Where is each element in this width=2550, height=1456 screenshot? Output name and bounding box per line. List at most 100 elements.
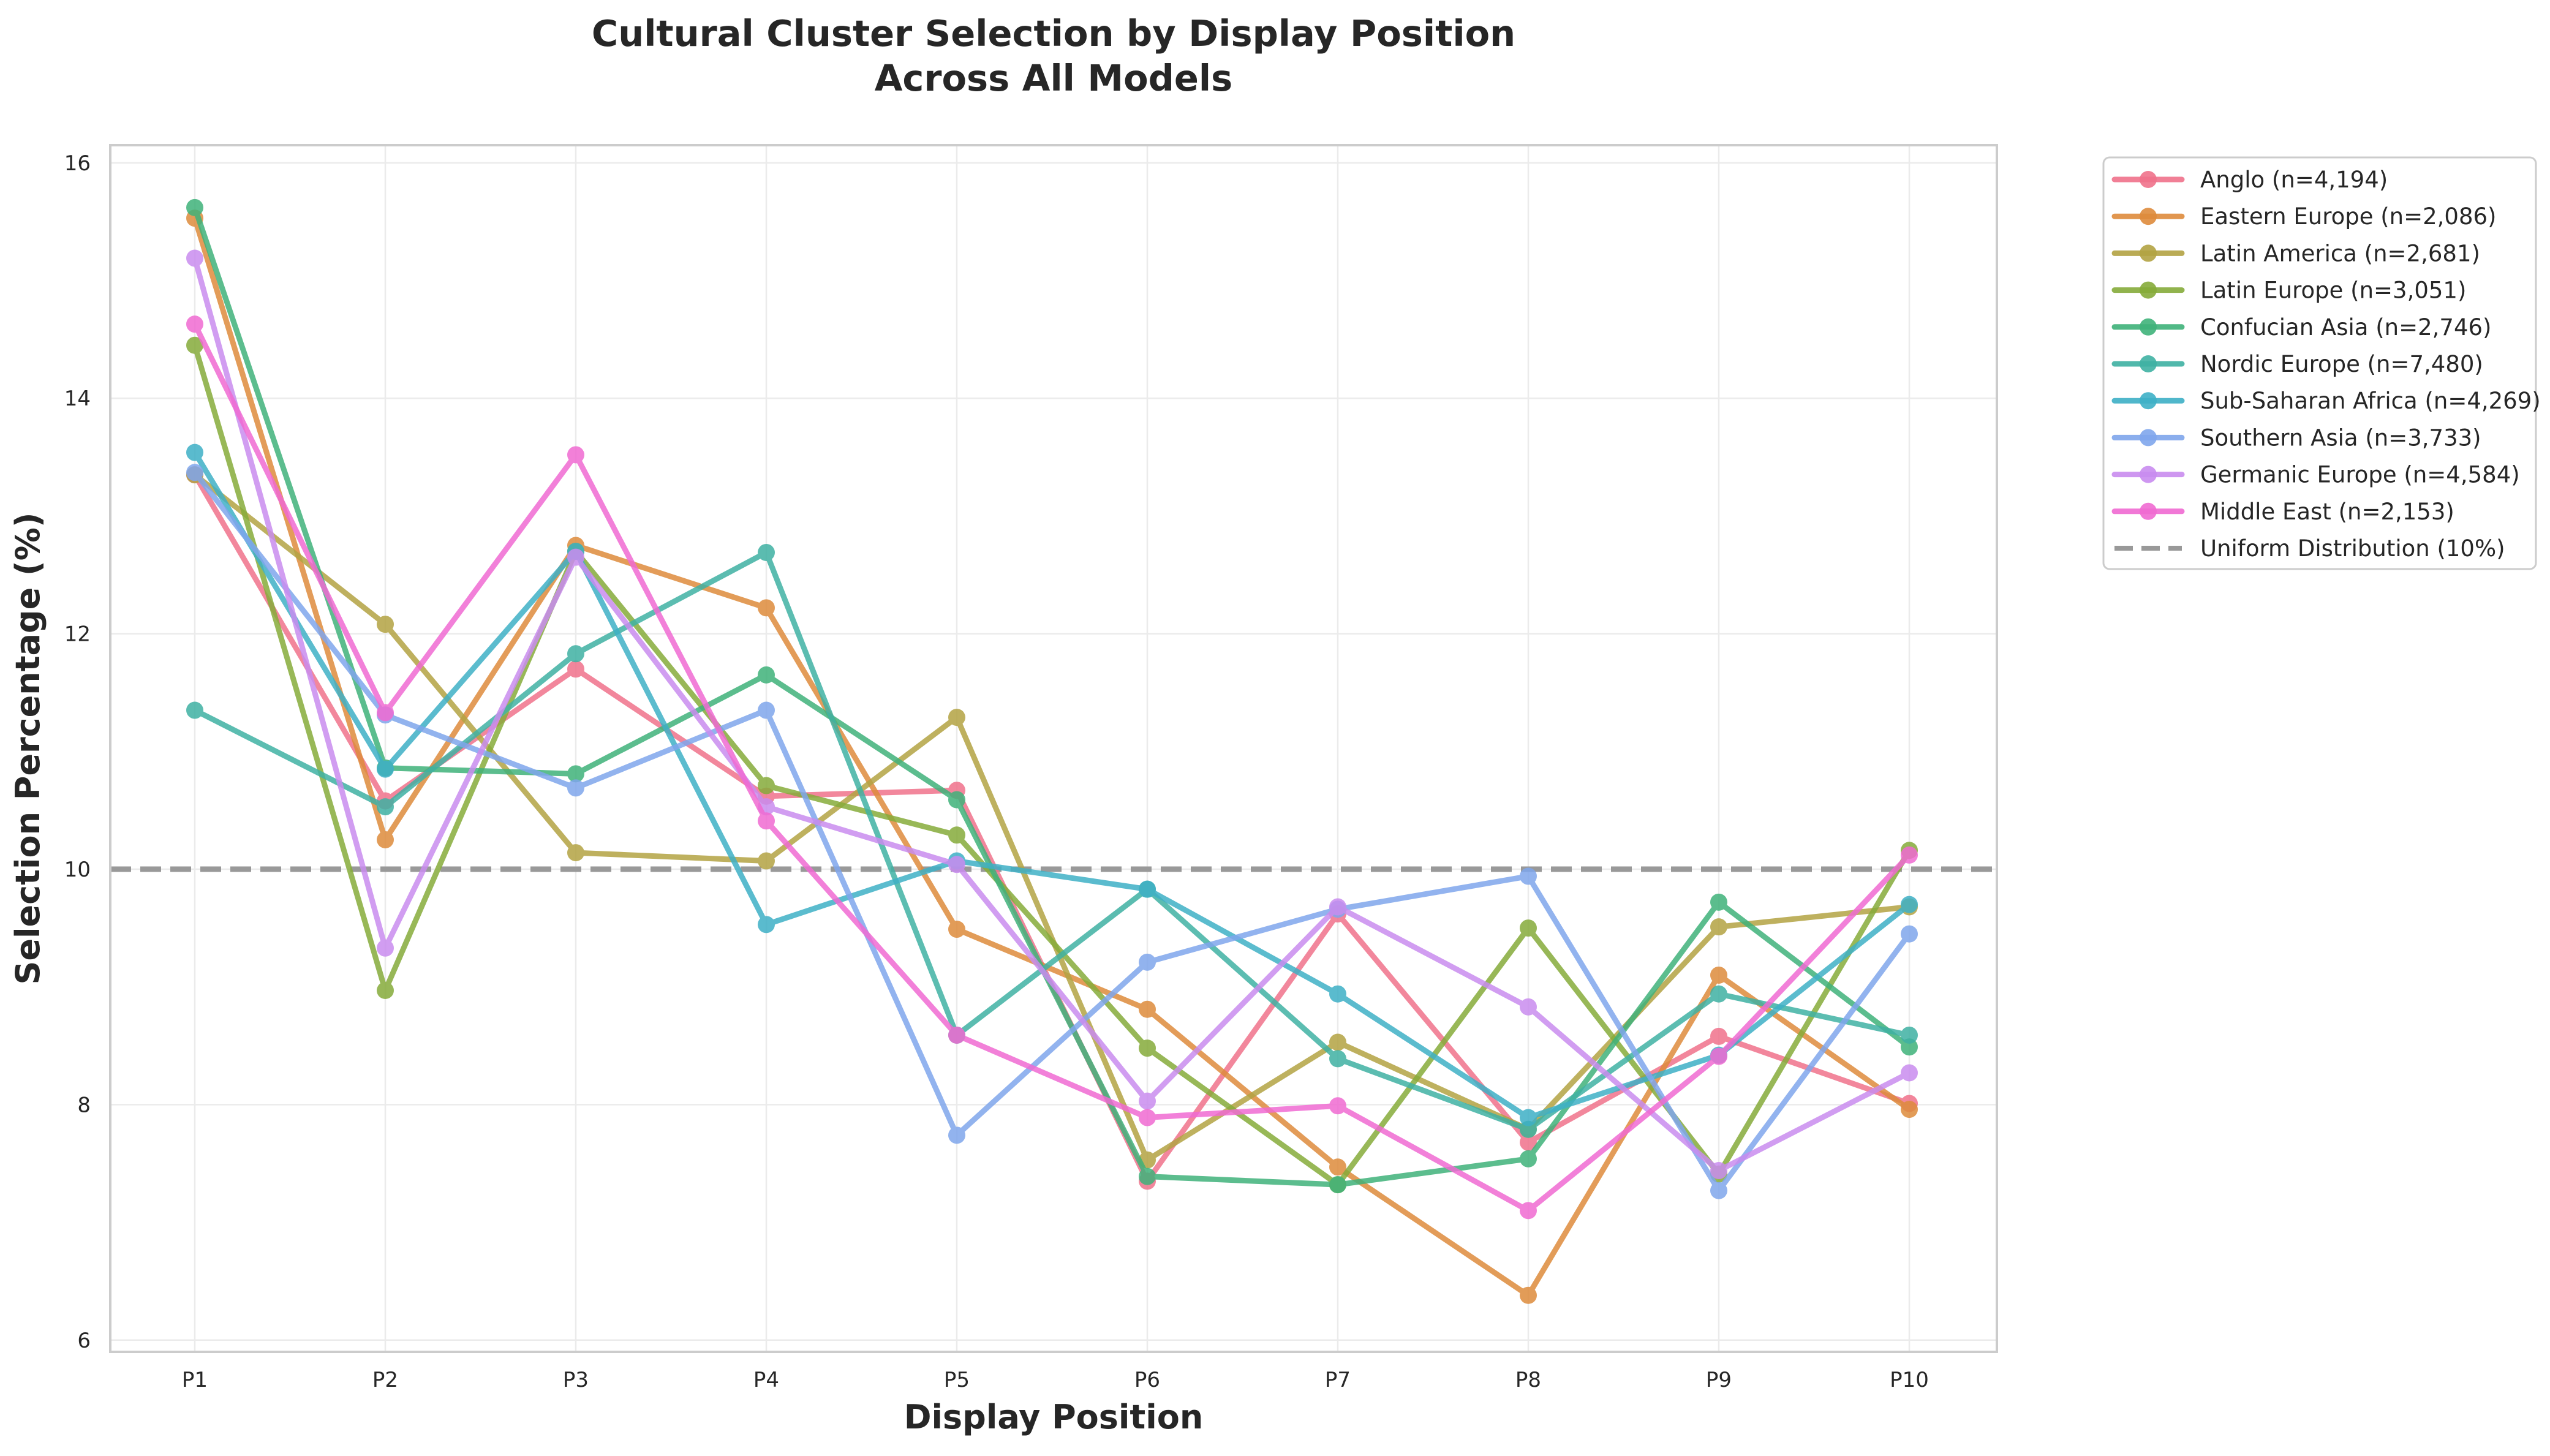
data-point-7-P10 bbox=[1901, 925, 1918, 943]
chart-title-line-1: Cultural Cluster Selection by Display Po… bbox=[592, 12, 1515, 55]
x-tick-label-P1: P1 bbox=[182, 1368, 208, 1392]
data-point-1-P5 bbox=[948, 921, 965, 938]
data-point-5-P2 bbox=[377, 798, 394, 816]
data-point-7-P1 bbox=[186, 464, 203, 481]
legend-label-10: Uniform Distribution (10%) bbox=[2200, 535, 2505, 562]
legend-entry-8: Germanic Europe (n=4,584) bbox=[2111, 462, 2520, 488]
x-tick-label-P9: P9 bbox=[1706, 1368, 1732, 1392]
data-point-9-P8 bbox=[1520, 1202, 1537, 1220]
series-line-5 bbox=[192, 549, 1912, 1133]
data-point-1-P2 bbox=[377, 831, 394, 848]
data-point-5-P10 bbox=[1901, 1026, 1918, 1044]
data-point-1-P4 bbox=[758, 599, 775, 617]
legend-entry-4: Confucian Asia (n=2,746) bbox=[2111, 314, 2491, 341]
legend-label-0: Anglo (n=4,194) bbox=[2200, 167, 2388, 193]
legend-marker-0 bbox=[2140, 171, 2157, 188]
x-tick-label-P4: P4 bbox=[753, 1368, 779, 1392]
data-point-4-P4 bbox=[758, 666, 775, 684]
legend-entry-5: Nordic Europe (n=7,480) bbox=[2111, 351, 2483, 377]
data-point-2-P2 bbox=[377, 616, 394, 633]
data-point-9-P5 bbox=[948, 1026, 965, 1044]
legend-label-8: Germanic Europe (n=4,584) bbox=[2200, 462, 2520, 488]
legend-entry-1: Eastern Europe (n=2,086) bbox=[2111, 203, 2497, 230]
data-point-3-P8 bbox=[1520, 919, 1537, 937]
data-point-0-P9 bbox=[1710, 1027, 1727, 1045]
data-point-4-P8 bbox=[1520, 1150, 1537, 1167]
data-point-9-P6 bbox=[1139, 1109, 1156, 1126]
data-point-4-P6 bbox=[1139, 1167, 1156, 1185]
legend-label-1: Eastern Europe (n=2,086) bbox=[2200, 203, 2497, 230]
data-point-5-P3 bbox=[567, 645, 584, 663]
data-point-4-P1 bbox=[186, 198, 203, 216]
legend-label-2: Latin America (n=2,681) bbox=[2200, 240, 2480, 266]
data-point-8-P10 bbox=[1901, 1064, 1918, 1082]
data-point-2-P7 bbox=[1329, 1033, 1346, 1051]
y-tick-label-8: 8 bbox=[77, 1093, 91, 1117]
data-point-3-P1 bbox=[186, 336, 203, 354]
legend-marker-3 bbox=[2140, 281, 2157, 299]
legend-label-4: Confucian Asia (n=2,746) bbox=[2200, 314, 2491, 341]
legend-label-5: Nordic Europe (n=7,480) bbox=[2200, 351, 2483, 377]
data-point-5-P4 bbox=[758, 543, 775, 561]
data-point-4-P10 bbox=[1901, 1038, 1918, 1056]
data-point-7-P5 bbox=[948, 1126, 965, 1144]
data-point-0-P3 bbox=[567, 660, 584, 678]
data-point-7-P9 bbox=[1710, 1182, 1727, 1199]
data-point-6-P8 bbox=[1520, 1109, 1537, 1126]
data-point-8-P3 bbox=[567, 548, 584, 566]
data-point-9-P9 bbox=[1710, 1047, 1727, 1065]
legend-marker-1 bbox=[2140, 208, 2157, 225]
data-point-6-P2 bbox=[377, 760, 394, 778]
data-point-6-P10 bbox=[1901, 896, 1918, 913]
y-tick-label-16: 16 bbox=[64, 151, 91, 176]
data-point-8-P5 bbox=[948, 856, 965, 873]
data-point-7-P3 bbox=[567, 779, 584, 797]
data-point-8-P2 bbox=[377, 939, 394, 957]
data-point-8-P6 bbox=[1139, 1092, 1156, 1110]
data-point-8-P7 bbox=[1329, 898, 1346, 916]
data-point-7-P4 bbox=[758, 701, 775, 719]
x-axis-ticks: P1 P2 P3 P4 P5 P6 P7 P8 P9 P10 bbox=[182, 1368, 1929, 1392]
legend-marker-4 bbox=[2140, 318, 2157, 336]
data-point-4-P7 bbox=[1329, 1176, 1346, 1194]
series-line-8 bbox=[192, 255, 1912, 1174]
x-tick-label-P7: P7 bbox=[1325, 1368, 1351, 1392]
data-point-7-P6 bbox=[1139, 953, 1156, 971]
grid bbox=[110, 145, 1997, 1352]
data-point-8-P8 bbox=[1520, 998, 1537, 1016]
y-axis-label: Selection Percentage (%) bbox=[9, 512, 47, 984]
y-tick-label-10: 10 bbox=[64, 858, 91, 882]
legend-entry-9: Middle East (n=2,153) bbox=[2111, 499, 2454, 525]
x-axis-label: Display Position bbox=[904, 1398, 1204, 1436]
y-tick-label-14: 14 bbox=[64, 387, 91, 411]
legend-entry-10: Uniform Distribution (10%) bbox=[2114, 535, 2505, 562]
y-axis-ticks: 6 8 10 12 14 16 bbox=[64, 151, 91, 1353]
legend-entry-7: Southern Asia (n=3,733) bbox=[2111, 424, 2481, 451]
legend-frame bbox=[2102, 156, 2537, 570]
data-point-1-P6 bbox=[1139, 1000, 1156, 1018]
data-point-5-P7 bbox=[1329, 1050, 1346, 1068]
x-tick-label-P6: P6 bbox=[1134, 1368, 1160, 1392]
legend-label-9: Middle East (n=2,153) bbox=[2200, 499, 2454, 525]
data-point-2-P9 bbox=[1710, 918, 1727, 936]
x-tick-label-P10: P10 bbox=[1890, 1368, 1929, 1392]
data-point-9-P7 bbox=[1329, 1097, 1346, 1115]
data-point-5-P1 bbox=[186, 701, 203, 719]
data-point-6-P7 bbox=[1329, 985, 1346, 1003]
legend-entry-6: Sub-Saharan Africa (n=4,269) bbox=[2111, 388, 2541, 414]
data-point-5-P9 bbox=[1710, 985, 1727, 1003]
data-point-1-P10 bbox=[1901, 1101, 1918, 1118]
data-point-9-P10 bbox=[1901, 846, 1918, 864]
data-point-4-P5 bbox=[948, 791, 965, 809]
legend-marker-6 bbox=[2140, 392, 2157, 410]
data-point-6-P6 bbox=[1139, 880, 1156, 898]
data-point-3-P5 bbox=[948, 826, 965, 844]
legend-marker-9 bbox=[2140, 502, 2157, 520]
y-tick-label-6: 6 bbox=[77, 1329, 91, 1353]
x-tick-label-P8: P8 bbox=[1515, 1368, 1541, 1392]
data-point-8-P9 bbox=[1710, 1162, 1727, 1180]
series-8 bbox=[186, 249, 1918, 1180]
data-point-9-P1 bbox=[186, 315, 203, 333]
data-point-9-P2 bbox=[377, 704, 394, 722]
data-point-3-P6 bbox=[1139, 1039, 1156, 1057]
